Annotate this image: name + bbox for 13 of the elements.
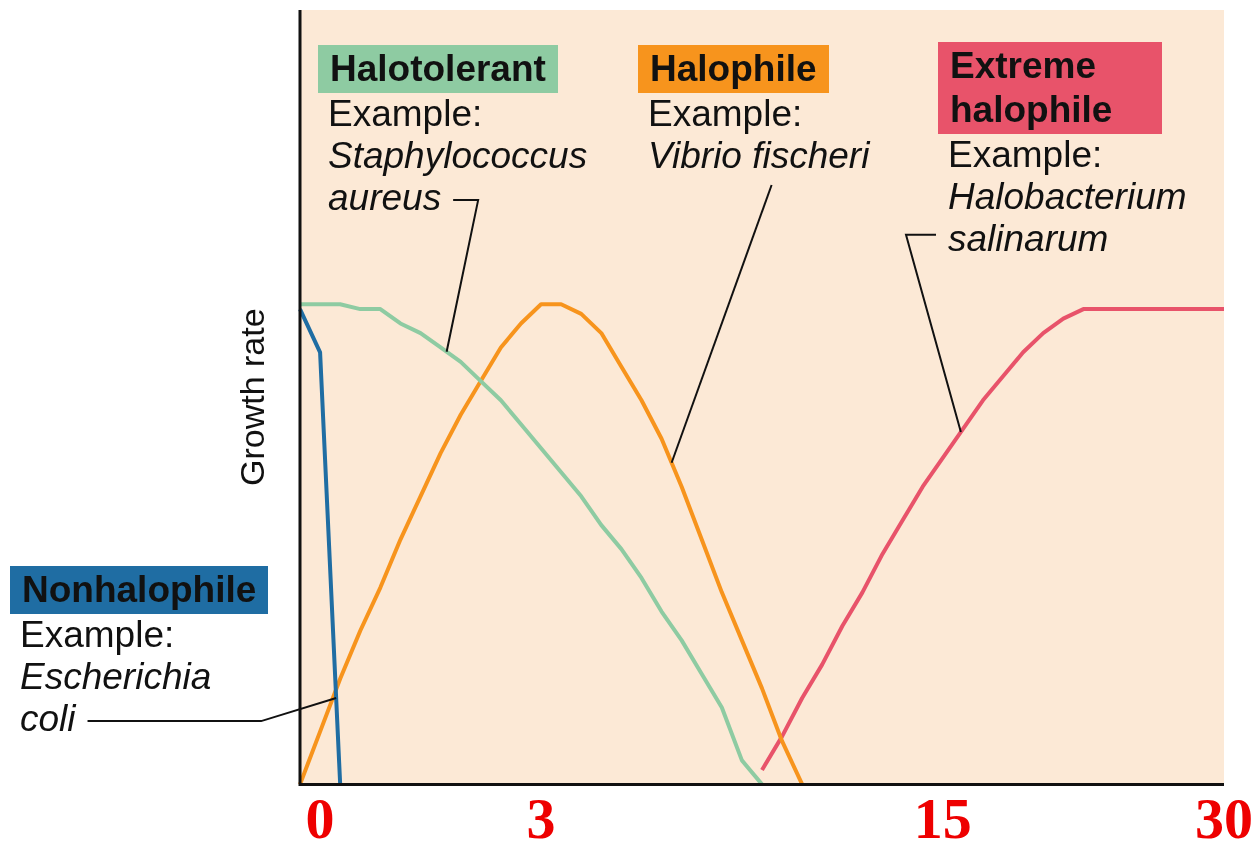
text: Halophile <box>638 45 829 93</box>
text: Extreme halophile <box>938 42 1162 134</box>
x-tick-label: 0 <box>305 786 335 852</box>
text: Example: Staphylococcus aureus <box>328 93 588 219</box>
x-tick-label: 15 <box>913 786 972 852</box>
text: Example: Escherichia coli <box>20 614 212 740</box>
y-axis-title: Growth rate <box>233 308 272 487</box>
x-tick-label: 3 <box>526 786 556 852</box>
text: Halotolerant <box>318 45 558 93</box>
x-tick-label: 30 <box>1195 786 1253 852</box>
text: Example: Vibrio fischeri <box>648 93 870 177</box>
series-label: Nonhalophile <box>10 566 269 614</box>
text: Example: Halobacterium salinarum <box>948 134 1187 260</box>
